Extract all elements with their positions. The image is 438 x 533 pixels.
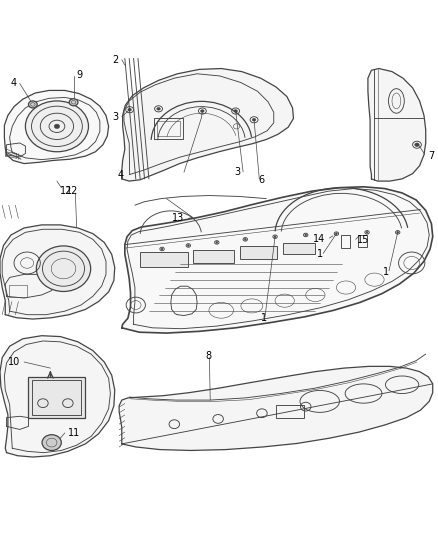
Text: 4: 4 [10, 77, 16, 87]
Text: 13: 13 [172, 213, 184, 223]
Text: 1: 1 [383, 267, 389, 277]
Polygon shape [4, 91, 109, 164]
Ellipse shape [42, 435, 61, 450]
Text: 10: 10 [7, 357, 20, 367]
Bar [341, 235, 350, 248]
Text: 6: 6 [258, 175, 265, 185]
Ellipse shape [36, 246, 91, 292]
Ellipse shape [366, 231, 368, 233]
Bar [193, 250, 234, 263]
Bar [283, 243, 315, 254]
Ellipse shape [415, 143, 419, 147]
Text: 11: 11 [68, 428, 80, 438]
Polygon shape [122, 69, 293, 181]
Polygon shape [119, 366, 433, 450]
Ellipse shape [157, 108, 160, 110]
Text: 3: 3 [234, 167, 240, 177]
Text: 4: 4 [117, 169, 124, 180]
Ellipse shape [187, 245, 189, 246]
Ellipse shape [397, 231, 399, 233]
Ellipse shape [128, 108, 131, 111]
Text: 14: 14 [313, 234, 325, 244]
Text: 1: 1 [261, 313, 267, 323]
Text: 8: 8 [205, 351, 211, 361]
Bar [358, 235, 367, 247]
Bar [28, 377, 85, 418]
Bar [32, 381, 81, 415]
Ellipse shape [201, 110, 204, 112]
Text: 15: 15 [357, 235, 369, 245]
Bar [240, 246, 277, 259]
Bar [276, 405, 304, 418]
Text: 2: 2 [112, 55, 118, 65]
Polygon shape [122, 187, 433, 333]
Ellipse shape [234, 110, 237, 112]
Ellipse shape [54, 124, 60, 128]
Ellipse shape [216, 241, 218, 243]
Text: 12: 12 [66, 186, 78, 196]
Bar [9, 285, 27, 297]
Polygon shape [0, 336, 115, 457]
Text: 1: 1 [317, 249, 323, 259]
Ellipse shape [161, 248, 163, 250]
Ellipse shape [336, 233, 337, 235]
Polygon shape [0, 225, 115, 319]
Text: 9: 9 [77, 70, 83, 79]
Ellipse shape [25, 101, 88, 152]
Ellipse shape [69, 99, 78, 106]
Polygon shape [368, 69, 426, 181]
Ellipse shape [305, 234, 307, 236]
Ellipse shape [244, 238, 246, 240]
Bar [140, 253, 188, 266]
Text: 3: 3 [112, 112, 118, 122]
Text: 12: 12 [60, 186, 72, 196]
Polygon shape [5, 152, 17, 158]
Ellipse shape [252, 118, 256, 121]
Ellipse shape [274, 236, 276, 238]
Ellipse shape [28, 101, 37, 108]
Text: 7: 7 [428, 151, 434, 160]
